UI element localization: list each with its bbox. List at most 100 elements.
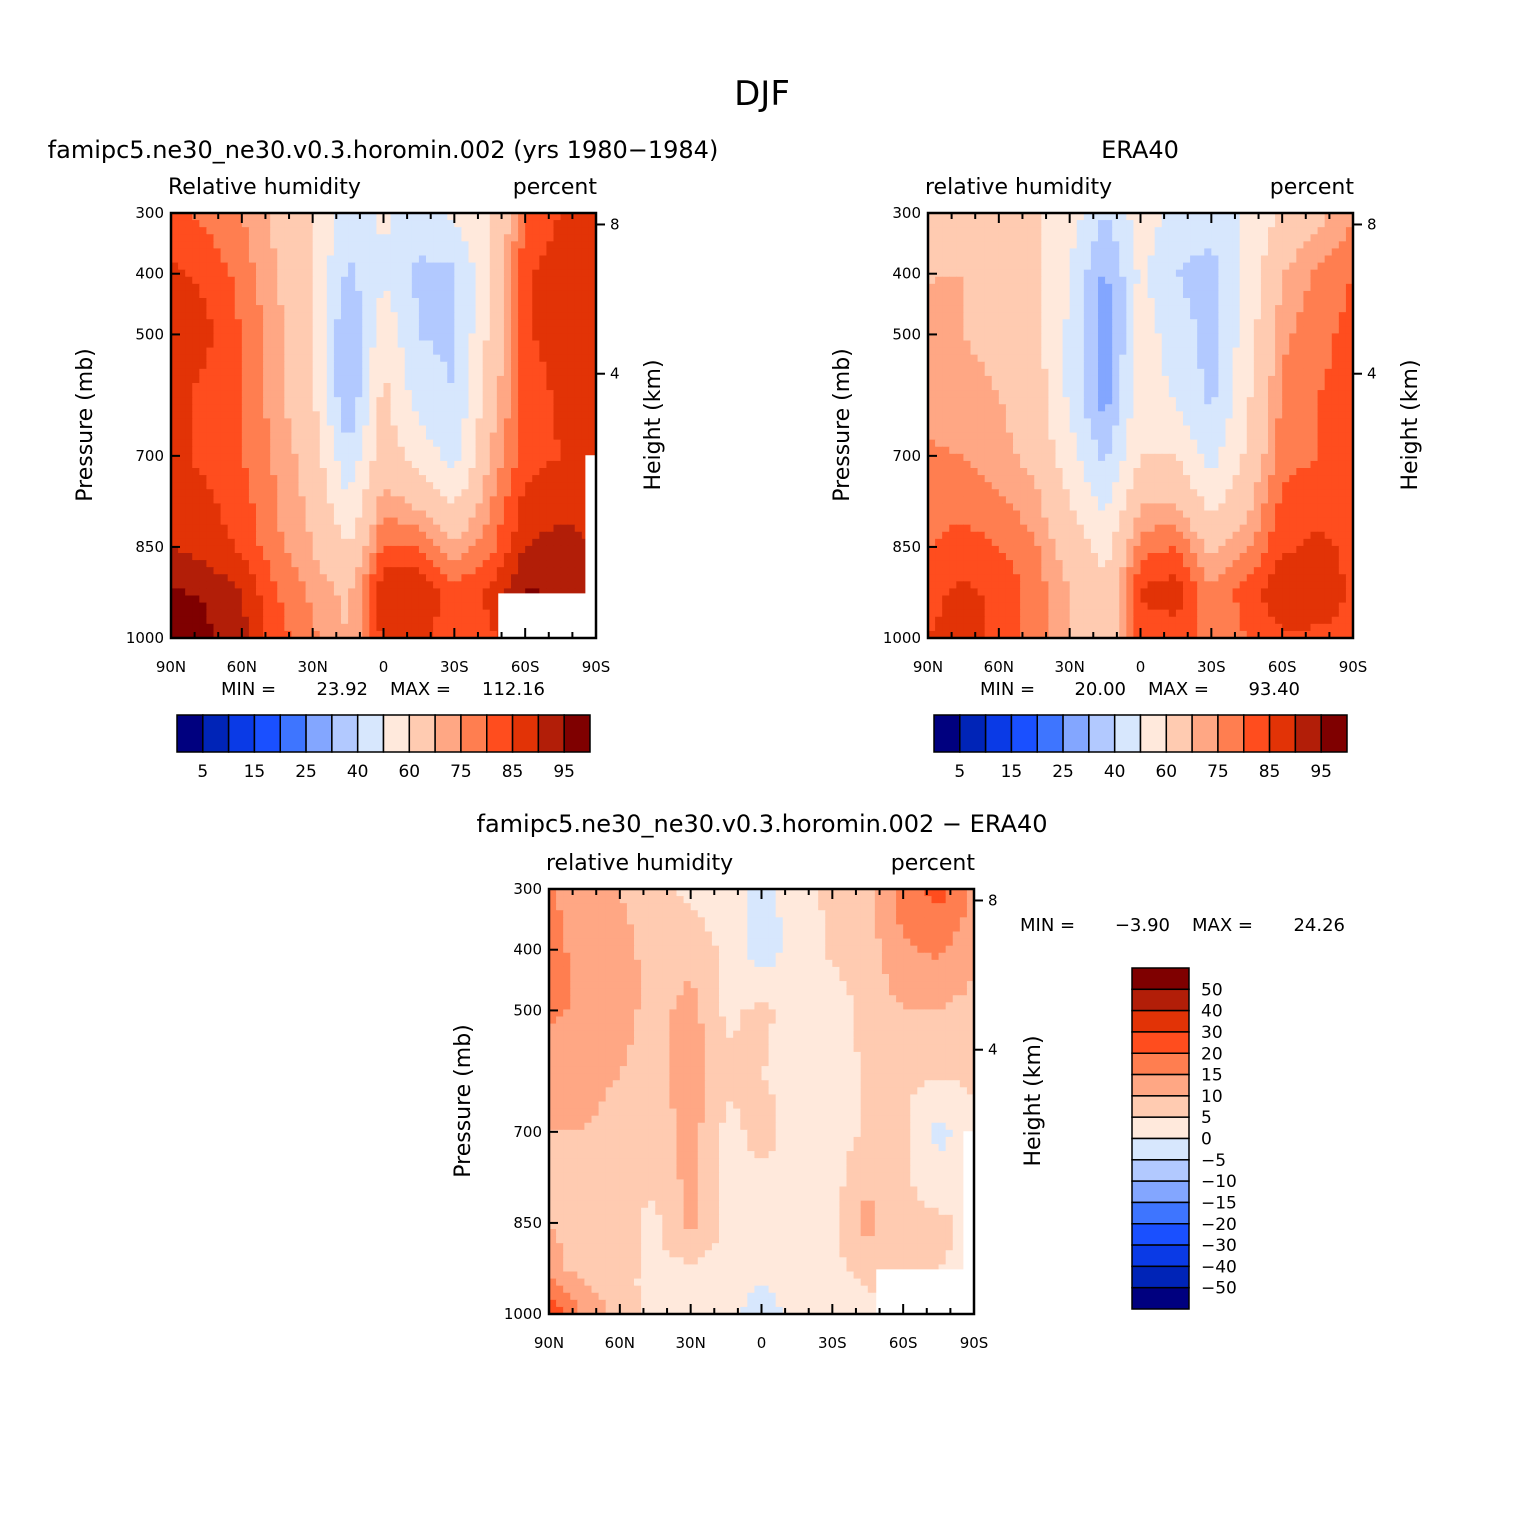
contour-cell	[574, 531, 583, 540]
contour-cell	[227, 517, 236, 526]
contour-cell	[291, 283, 300, 292]
contour-cell	[1112, 269, 1120, 278]
contour-cell	[220, 241, 229, 250]
contour-cell	[263, 588, 271, 597]
contour-cell	[326, 439, 335, 448]
contour-cell	[454, 375, 463, 384]
contour-cell	[1140, 255, 1149, 264]
contour-cell	[511, 383, 519, 391]
contour-cell	[1034, 255, 1042, 264]
contour-cell	[1345, 241, 1353, 250]
contour-cell	[171, 489, 179, 497]
contour-cell	[404, 305, 413, 313]
y-tick-label: 700	[135, 447, 164, 465]
contour-cell	[489, 375, 498, 384]
contour-cell	[1331, 227, 1340, 235]
contour-cell	[560, 333, 569, 342]
contour-cell	[348, 290, 356, 299]
contour-cell	[185, 227, 193, 235]
contour-cell	[171, 319, 179, 327]
contour-cell	[553, 283, 562, 292]
contour-cell	[489, 560, 498, 568]
contour-cell	[475, 241, 484, 250]
contour-cell	[1246, 248, 1255, 257]
contour-cell	[404, 623, 413, 632]
contour-cell	[178, 567, 186, 575]
contour-cell	[270, 248, 278, 257]
contour-cell	[511, 432, 519, 441]
contour-cell	[518, 220, 526, 228]
contour-cell	[1112, 290, 1120, 299]
contour-cell	[581, 404, 590, 412]
contour-cell	[319, 602, 328, 611]
contour-cell	[581, 276, 590, 285]
contour-cell	[1062, 255, 1071, 264]
contour-cell	[496, 411, 505, 420]
contour-cell	[1069, 241, 1078, 250]
contour-cell	[1345, 319, 1353, 327]
contour-cell	[546, 333, 555, 342]
contour-cell	[963, 298, 972, 306]
contour-cell	[426, 489, 434, 497]
contour-cell	[206, 390, 215, 398]
contour-cell	[1211, 340, 1220, 349]
contour-cell	[553, 503, 562, 512]
contour-cell	[348, 595, 356, 604]
contour-cell	[355, 262, 363, 271]
contour-cell	[567, 220, 576, 228]
contour-cell	[199, 425, 208, 434]
contour-cell	[256, 623, 264, 632]
contour-cell	[1239, 234, 1248, 242]
contour-cell	[468, 298, 477, 306]
contour-cell	[468, 227, 477, 235]
contour-cell	[376, 553, 385, 561]
contour-cell	[369, 347, 378, 356]
contour-cell	[1140, 283, 1149, 292]
contour-cell	[263, 602, 271, 611]
contour-cell	[525, 524, 533, 533]
contour-cell	[1126, 340, 1135, 349]
contour-cell	[1239, 276, 1248, 285]
contour-cell	[546, 496, 555, 505]
contour-cell	[426, 283, 434, 292]
contour-cell	[319, 545, 328, 554]
contour-cell	[1168, 213, 1177, 221]
contour-cell	[291, 496, 300, 505]
contour-cell	[447, 510, 455, 519]
contour-cell	[185, 503, 193, 512]
contour-cell	[206, 560, 215, 568]
contour-cell	[312, 588, 321, 597]
contour-cell	[496, 248, 505, 257]
missing-data-area	[585, 455, 596, 638]
contour-cell	[256, 255, 264, 264]
contour-cell	[206, 411, 215, 420]
contour-cell	[234, 347, 243, 356]
contour-cell	[468, 425, 477, 434]
contour-cell	[539, 468, 548, 476]
contour-cell	[963, 319, 972, 327]
contour-cell	[1345, 326, 1353, 335]
contour-cell	[319, 227, 328, 235]
contour-cell	[383, 418, 392, 427]
contour-cell	[560, 276, 569, 285]
contour-cell	[567, 404, 576, 412]
contour-cell	[574, 248, 583, 257]
contour-cell	[355, 248, 363, 257]
contour-cell	[348, 524, 356, 533]
contour-cell	[1140, 213, 1149, 221]
contour-cell	[475, 538, 484, 547]
contour-cell	[362, 319, 370, 327]
contour-cell	[468, 276, 477, 285]
contour-cell	[199, 545, 208, 554]
contour-cell	[192, 354, 200, 363]
contour-cell	[227, 305, 236, 313]
contour-cell	[376, 397, 385, 405]
contour-cell	[284, 305, 293, 313]
contour-cell	[567, 255, 576, 264]
contour-cell	[256, 609, 264, 618]
contour-cell	[234, 524, 243, 533]
contour-cell	[404, 503, 413, 512]
contour-cell	[277, 475, 285, 483]
contour-cell	[404, 390, 413, 398]
contour-cell	[1027, 361, 1035, 370]
